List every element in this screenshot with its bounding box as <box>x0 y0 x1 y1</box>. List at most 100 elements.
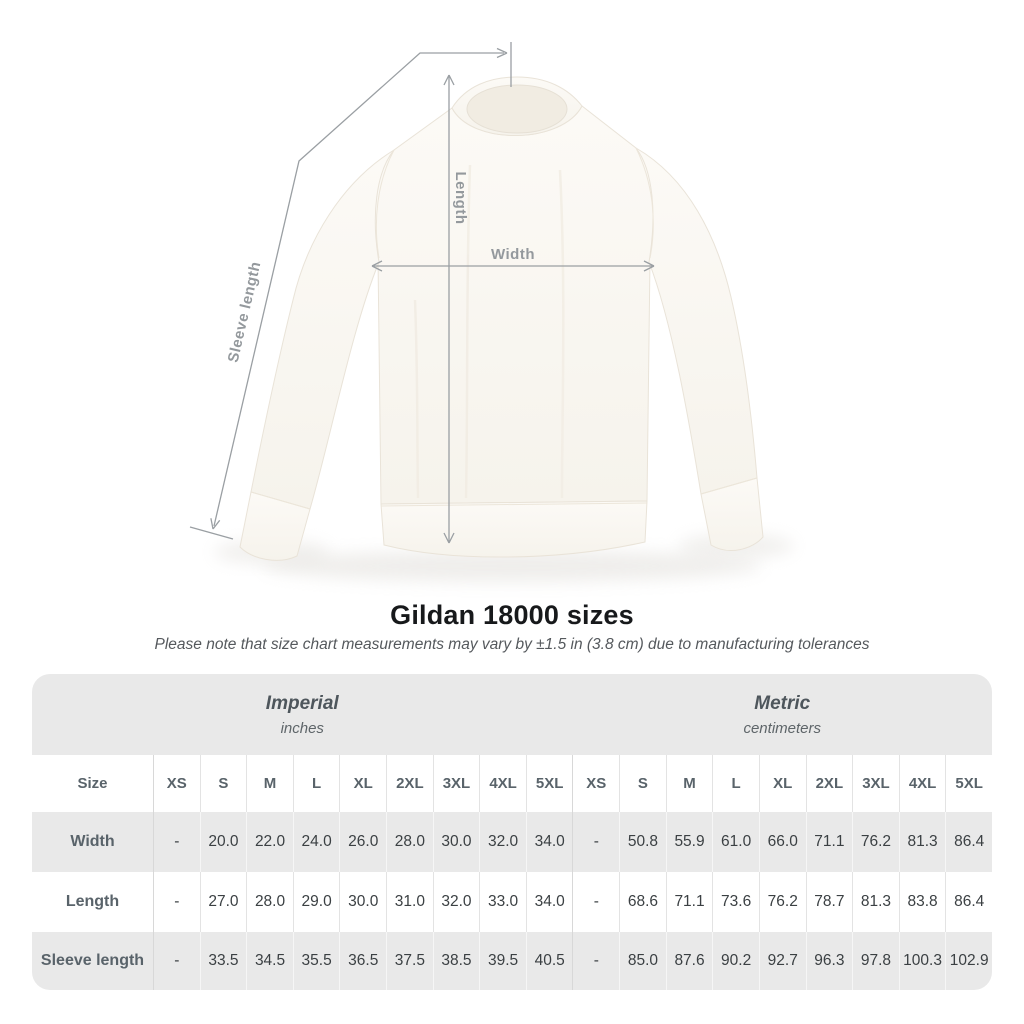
sweatshirt-illustration <box>239 76 764 561</box>
size-header-imperial: M <box>246 755 293 812</box>
value-cell: 28.0 <box>246 872 293 932</box>
size-header-metric: L <box>712 755 759 812</box>
value-cell: 31.0 <box>386 872 433 932</box>
value-cell: 86.4 <box>945 872 992 932</box>
value-cell: - <box>153 932 200 990</box>
size-column-header: Size <box>77 775 108 792</box>
imperial-group-header: Imperial inches <box>32 674 573 755</box>
size-header-metric: 3XL <box>852 755 899 812</box>
value-cell: - <box>153 812 200 872</box>
collar-inner-opening <box>466 84 568 134</box>
sweatshirt-waistband <box>380 500 648 558</box>
value-cell: 24.0 <box>292 812 340 872</box>
value-cell: 35.5 <box>292 932 340 990</box>
value-cell: 90.2 <box>712 932 759 990</box>
value-cell: 36.5 <box>339 932 387 990</box>
size-header-imperial: L <box>292 755 340 812</box>
value-cell: 34.5 <box>246 932 293 990</box>
value-cell: 81.3 <box>898 812 946 872</box>
value-cell: 22.0 <box>246 812 293 872</box>
sweatshirt-right-sleeve <box>635 147 758 495</box>
value-cell: 27.0 <box>199 872 247 932</box>
value-cell: 73.6 <box>712 872 759 932</box>
value-cell: 26.0 <box>339 812 387 872</box>
size-header-metric: XL <box>758 755 806 812</box>
value-cell: 32.0 <box>432 872 480 932</box>
width-measure-label: Width <box>491 246 535 263</box>
width-arrow-left <box>371 260 383 272</box>
value-cell: 71.1 <box>665 872 713 932</box>
sleeve-arrow-bottom <box>210 518 221 530</box>
size-header-imperial: 2XL <box>386 755 433 812</box>
value-cell: - <box>153 872 200 932</box>
sleeve-length-line <box>213 52 504 527</box>
value-cell: 29.0 <box>292 872 340 932</box>
metric-label: Metric <box>754 692 811 714</box>
value-cell: 78.7 <box>805 872 853 932</box>
measurement-lines <box>189 42 655 544</box>
value-cell: 20.0 <box>199 812 247 872</box>
sweatshirt-measurement-diagram: Width Length Sleeve length <box>189 42 794 582</box>
value-cell: 76.2 <box>852 812 899 872</box>
value-cell: 30.0 <box>339 872 386 932</box>
length-arrow-bottom <box>443 532 455 544</box>
value-cell: 30.0 <box>432 812 480 872</box>
sweatshirt-left-sleeve <box>250 149 395 510</box>
metric-group-header: Metric centimeters <box>572 674 992 755</box>
metric-unit: centimeters <box>743 719 821 737</box>
row-label-width: Width <box>32 812 153 872</box>
length-measure-label: Length <box>452 172 469 225</box>
value-cell: 81.3 <box>852 872 899 932</box>
value-cell: 92.7 <box>758 932 806 990</box>
row-label-length: Length <box>65 893 120 910</box>
value-cell: 68.6 <box>619 872 666 932</box>
value-cell: 40.5 <box>525 932 573 990</box>
value-cell: 83.8 <box>898 872 946 932</box>
value-cell: 87.6 <box>665 932 713 990</box>
size-header-metric: 4XL <box>898 755 946 812</box>
sleeve-end-tick-line <box>189 526 234 540</box>
length-arrow-top <box>443 74 455 86</box>
value-cell: 34.0 <box>525 872 573 932</box>
value-cell: 50.8 <box>619 812 666 872</box>
tolerance-note: Please note that size chart measurements… <box>154 636 870 653</box>
sweatshirt-left-cuff <box>239 491 311 561</box>
sleeve-length-measure-label: Sleeve length <box>225 260 265 364</box>
value-cell: 55.9 <box>665 812 713 872</box>
value-cell: 37.5 <box>386 932 433 990</box>
row-label-sleeve-length: Sleeve length <box>32 932 153 990</box>
size-header-imperial: XS <box>153 755 200 812</box>
page-title: Gildan 18000 sizes <box>390 600 634 630</box>
value-cell: 32.0 <box>479 812 526 872</box>
value-cell: - <box>572 872 619 932</box>
size-header-metric: S <box>619 755 666 812</box>
value-cell: 100.3 <box>898 932 946 990</box>
size-header-metric: 5XL <box>945 755 992 812</box>
value-cell: - <box>572 932 620 990</box>
size-header-imperial: 4XL <box>479 755 526 812</box>
value-cell: 61.0 <box>712 812 759 872</box>
value-cell: 34.0 <box>525 812 573 872</box>
size-header-imperial: S <box>199 755 247 812</box>
value-cell: 38.5 <box>432 932 480 990</box>
value-cell: 33.5 <box>199 932 247 990</box>
value-cell: 39.5 <box>479 932 526 990</box>
value-cell: 102.9 <box>945 932 992 990</box>
value-cell: 28.0 <box>386 812 433 872</box>
value-cell: - <box>572 812 620 872</box>
value-cell: 71.1 <box>805 812 853 872</box>
imperial-label: Imperial <box>265 692 339 714</box>
imperial-unit: inches <box>280 719 324 737</box>
value-cell: 86.4 <box>945 812 992 872</box>
size-table-grid: Imperial inches Metric centimeters Size … <box>32 674 992 990</box>
size-header-metric: XS <box>572 755 619 812</box>
value-cell: 85.0 <box>619 932 666 990</box>
size-table: Imperial inches Metric centimeters Size … <box>32 674 992 990</box>
value-cell: 66.0 <box>758 812 806 872</box>
sweatshirt-right-cuff <box>700 477 764 551</box>
size-header-imperial: 3XL <box>432 755 480 812</box>
value-cell: 96.3 <box>805 932 853 990</box>
size-header-imperial: XL <box>339 755 386 812</box>
sleeve-arrow-right <box>496 47 508 59</box>
